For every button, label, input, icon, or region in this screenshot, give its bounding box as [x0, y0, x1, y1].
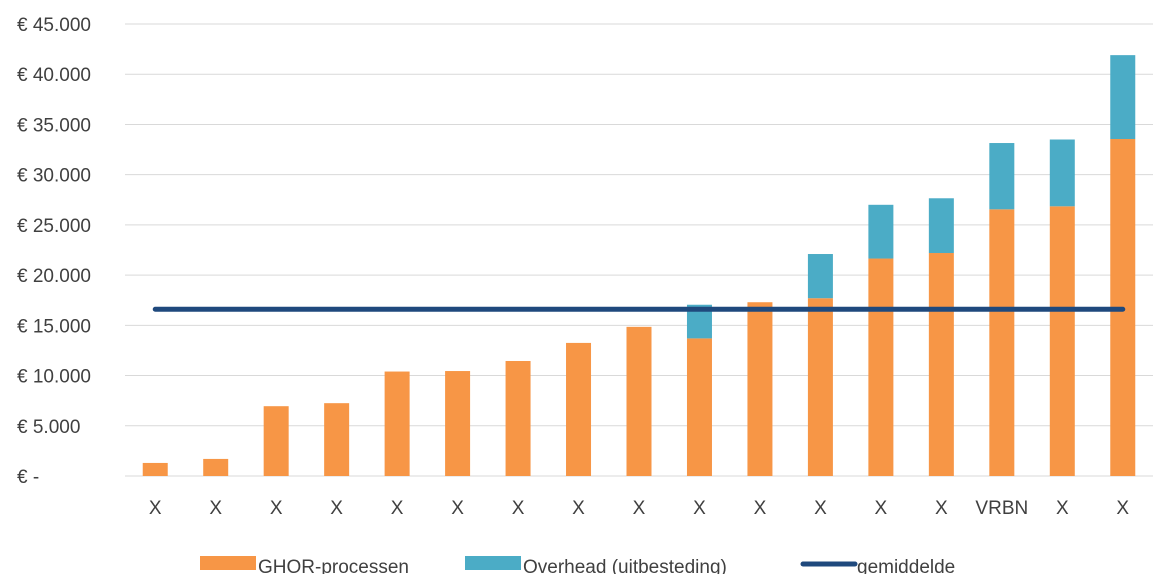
- y-tick-label: € 35.000: [17, 115, 91, 136]
- bar-ghor-processen: [1049, 206, 1075, 476]
- y-tick-label: € 45.000: [17, 15, 91, 36]
- bar-ghor-processen: [445, 371, 471, 476]
- bar-ghor-processen: [686, 338, 712, 476]
- legend: GHOR-processen Overhead (uitbesteding) gem…: [200, 556, 955, 574]
- x-tick-label: X: [149, 498, 162, 519]
- x-tick-label: X: [1056, 498, 1069, 519]
- bar-overhead: [989, 143, 1015, 210]
- x-tick-label: X: [875, 498, 888, 519]
- bar-ghor-processen: [928, 253, 954, 476]
- bar-ghor-processen: [505, 360, 531, 476]
- x-tick-label: X: [1116, 498, 1129, 519]
- bar-overhead: [807, 254, 833, 299]
- bar-ghor-processen: [263, 406, 289, 476]
- y-tick-label: € 25.000: [17, 216, 91, 237]
- bar-ghor-processen: [747, 302, 773, 476]
- x-tick-label: X: [754, 498, 767, 519]
- x-tick-label: X: [451, 498, 464, 519]
- x-tick-label: X: [693, 498, 706, 519]
- bar-ghor-processen: [989, 209, 1015, 476]
- bar-ghor-processen: [807, 298, 833, 476]
- x-tick-label: X: [572, 498, 585, 519]
- bar-overhead: [928, 198, 954, 254]
- x-tick-label: X: [633, 498, 646, 519]
- y-tick-label: € 15.000: [17, 316, 91, 337]
- y-tick-label: € 10.000: [17, 367, 91, 388]
- x-tick-label: X: [391, 498, 404, 519]
- x-tick-label: VRBN: [975, 498, 1028, 519]
- bar-overhead: [868, 204, 894, 259]
- y-tick-label: € 5.000: [17, 417, 80, 438]
- y-tick-label: € 20.000: [17, 266, 91, 287]
- bar-overhead: [1110, 55, 1136, 140]
- bar-ghor-processen: [324, 403, 350, 476]
- bar-ghor-processen: [142, 462, 168, 476]
- bar-ghor-processen: [203, 458, 229, 476]
- legend-swatch-ghor-processen: [200, 556, 256, 570]
- gridlines: [125, 23, 1153, 477]
- bar-ghor-processen: [384, 371, 410, 476]
- x-axis: X X X X X X X X X X X X X X VRBN X X: [149, 498, 1130, 519]
- y-tick-label: € 30.000: [17, 166, 91, 187]
- x-tick-label: X: [814, 498, 827, 519]
- y-tick-label: € -: [17, 467, 39, 488]
- bars: [142, 55, 1136, 476]
- x-tick-label: X: [330, 498, 343, 519]
- x-tick-label: X: [209, 498, 222, 519]
- y-axis: € - € 5.000 € 10.000 € 15.000 € 20.000 € 25.0…: [17, 15, 91, 488]
- bar-ghor-processen: [566, 342, 592, 476]
- x-tick-label: X: [512, 498, 525, 519]
- x-tick-label: X: [935, 498, 948, 519]
- legend-swatch-overhead: [465, 556, 521, 570]
- legend-label-gemiddelde: gemiddelde: [857, 557, 955, 574]
- bar-ghor-processen: [868, 258, 894, 476]
- bar-ghor-processen: [626, 326, 652, 476]
- legend-label-overhead: Overhead (uitbesteding): [523, 557, 727, 574]
- bar-overhead: [1049, 139, 1075, 207]
- legend-label-ghor-processen: GHOR-processen: [258, 557, 409, 574]
- x-tick-label: X: [270, 498, 283, 519]
- y-tick-label: € 40.000: [17, 65, 91, 86]
